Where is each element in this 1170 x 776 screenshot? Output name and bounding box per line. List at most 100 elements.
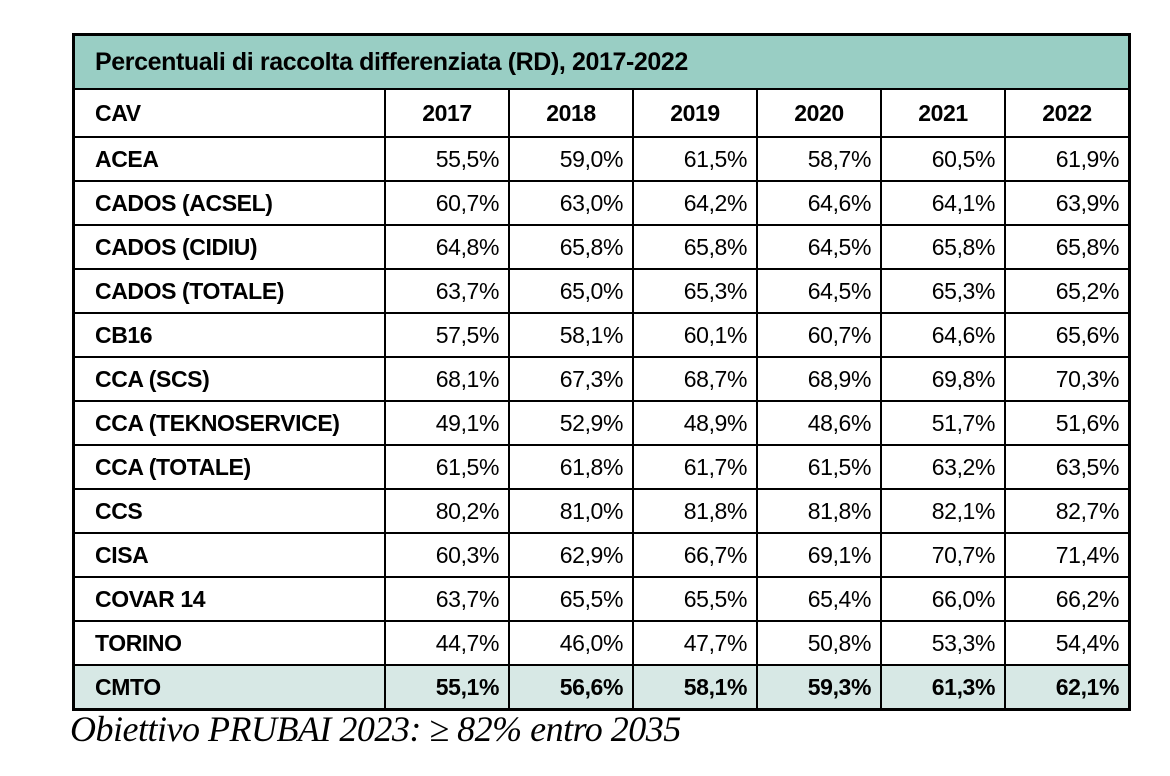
cell-value: 65,5%: [508, 576, 634, 622]
cell-value: 80,2%: [384, 488, 510, 534]
cell-value: 65,2%: [1004, 268, 1131, 314]
cell-value: 60,1%: [632, 312, 758, 358]
table-row: COVAR 14 63,7% 65,5% 65,5% 65,4% 66,0% 6…: [72, 576, 1131, 622]
cell-value: 65,0%: [508, 268, 634, 314]
row-label: CB16: [72, 312, 386, 358]
cell-value: 60,3%: [384, 532, 510, 578]
table-row: CADOS (CIDIU) 64,8% 65,8% 65,8% 64,5% 65…: [72, 224, 1131, 270]
cell-value: 61,7%: [632, 444, 758, 490]
cell-value: 64,5%: [756, 224, 882, 270]
table-row: CISA 60,3% 62,9% 66,7% 69,1% 70,7% 71,4%: [72, 532, 1131, 578]
cell-value: 66,7%: [632, 532, 758, 578]
cell-value: 70,7%: [880, 532, 1006, 578]
table-row: CCA (SCS) 68,1% 67,3% 68,7% 68,9% 69,8% …: [72, 356, 1131, 402]
row-label: CCS: [72, 488, 386, 534]
cell-value: 62,1%: [1004, 664, 1131, 711]
rd-table-container: Percentuali di raccolta differenziata (R…: [72, 33, 1131, 711]
col-header-2017: 2017: [384, 88, 510, 138]
cell-value: 55,1%: [384, 664, 510, 711]
cell-value: 61,3%: [880, 664, 1006, 711]
col-header-2022: 2022: [1004, 88, 1131, 138]
row-label: CADOS (ACSEL): [72, 180, 386, 226]
cell-value: 60,7%: [756, 312, 882, 358]
cell-value: 57,5%: [384, 312, 510, 358]
col-header-2018: 2018: [508, 88, 634, 138]
cell-value: 67,3%: [508, 356, 634, 402]
cell-value: 65,6%: [1004, 312, 1131, 358]
row-label: CCA (TEKNOSERVICE): [72, 400, 386, 446]
col-header-2020: 2020: [756, 88, 882, 138]
cell-value: 54,4%: [1004, 620, 1131, 666]
cell-value: 82,1%: [880, 488, 1006, 534]
rd-table: Percentuali di raccolta differenziata (R…: [72, 33, 1131, 711]
cell-value: 58,1%: [632, 664, 758, 711]
table-row: TORINO 44,7% 46,0% 47,7% 50,8% 53,3% 54,…: [72, 620, 1131, 666]
cell-value: 81,8%: [756, 488, 882, 534]
table-title-row: Percentuali di raccolta differenziata (R…: [72, 33, 1131, 90]
cell-value: 48,6%: [756, 400, 882, 446]
cell-value: 51,7%: [880, 400, 1006, 446]
cell-value: 71,4%: [1004, 532, 1131, 578]
cell-value: 65,8%: [1004, 224, 1131, 270]
cell-value: 52,9%: [508, 400, 634, 446]
cell-value: 70,3%: [1004, 356, 1131, 402]
cell-value: 44,7%: [384, 620, 510, 666]
table-row: ACEA 55,5% 59,0% 61,5% 58,7% 60,5% 61,9%: [72, 136, 1131, 182]
cell-value: 61,8%: [508, 444, 634, 490]
cell-value: 63,2%: [880, 444, 1006, 490]
table-title: Percentuali di raccolta differenziata (R…: [72, 33, 1131, 90]
cell-value: 65,8%: [632, 224, 758, 270]
cell-value: 69,1%: [756, 532, 882, 578]
cell-value: 46,0%: [508, 620, 634, 666]
cell-value: 68,9%: [756, 356, 882, 402]
cell-value: 63,5%: [1004, 444, 1131, 490]
table-row: CADOS (TOTALE) 63,7% 65,0% 65,3% 64,5% 6…: [72, 268, 1131, 314]
cell-value: 60,7%: [384, 180, 510, 226]
cell-value: 64,5%: [756, 268, 882, 314]
cell-value: 61,5%: [756, 444, 882, 490]
cell-value: 55,5%: [384, 136, 510, 182]
cell-value: 65,4%: [756, 576, 882, 622]
cell-value: 64,1%: [880, 180, 1006, 226]
cell-value: 58,1%: [508, 312, 634, 358]
col-header-cav: CAV: [72, 88, 386, 138]
row-label: CISA: [72, 532, 386, 578]
cell-value: 48,9%: [632, 400, 758, 446]
cell-value: 59,0%: [508, 136, 634, 182]
row-label: CCA (SCS): [72, 356, 386, 402]
cell-value: 64,8%: [384, 224, 510, 270]
table-row: CB16 57,5% 58,1% 60,1% 60,7% 64,6% 65,6%: [72, 312, 1131, 358]
cell-value: 49,1%: [384, 400, 510, 446]
cell-value: 60,5%: [880, 136, 1006, 182]
cell-value: 63,0%: [508, 180, 634, 226]
table-row: CCS 80,2% 81,0% 81,8% 81,8% 82,1% 82,7%: [72, 488, 1131, 534]
cell-value: 61,9%: [1004, 136, 1131, 182]
cell-value: 53,3%: [880, 620, 1006, 666]
col-header-2021: 2021: [880, 88, 1006, 138]
cell-value: 66,2%: [1004, 576, 1131, 622]
cell-value: 68,1%: [384, 356, 510, 402]
row-label: TORINO: [72, 620, 386, 666]
cell-value: 65,8%: [508, 224, 634, 270]
cell-value: 68,7%: [632, 356, 758, 402]
table-body: ACEA 55,5% 59,0% 61,5% 58,7% 60,5% 61,9%…: [72, 136, 1131, 711]
row-label: ACEA: [72, 136, 386, 182]
cell-value: 59,3%: [756, 664, 882, 711]
row-label: COVAR 14: [72, 576, 386, 622]
row-label: CCA (TOTALE): [72, 444, 386, 490]
table-row: CCA (TOTALE) 61,5% 61,8% 61,7% 61,5% 63,…: [72, 444, 1131, 490]
cell-value: 65,8%: [880, 224, 1006, 270]
col-header-2019: 2019: [632, 88, 758, 138]
table-row: CADOS (ACSEL) 60,7% 63,0% 64,2% 64,6% 64…: [72, 180, 1131, 226]
cell-value: 82,7%: [1004, 488, 1131, 534]
cell-value: 61,5%: [632, 136, 758, 182]
cell-value: 64,2%: [632, 180, 758, 226]
table-row: CCA (TEKNOSERVICE) 49,1% 52,9% 48,9% 48,…: [72, 400, 1131, 446]
cell-value: 50,8%: [756, 620, 882, 666]
cell-value: 47,7%: [632, 620, 758, 666]
table-row: CMTO 55,1% 56,6% 58,1% 59,3% 61,3% 62,1%: [72, 664, 1131, 711]
cell-value: 61,5%: [384, 444, 510, 490]
cell-value: 51,6%: [1004, 400, 1131, 446]
cell-value: 64,6%: [756, 180, 882, 226]
cell-value: 63,9%: [1004, 180, 1131, 226]
